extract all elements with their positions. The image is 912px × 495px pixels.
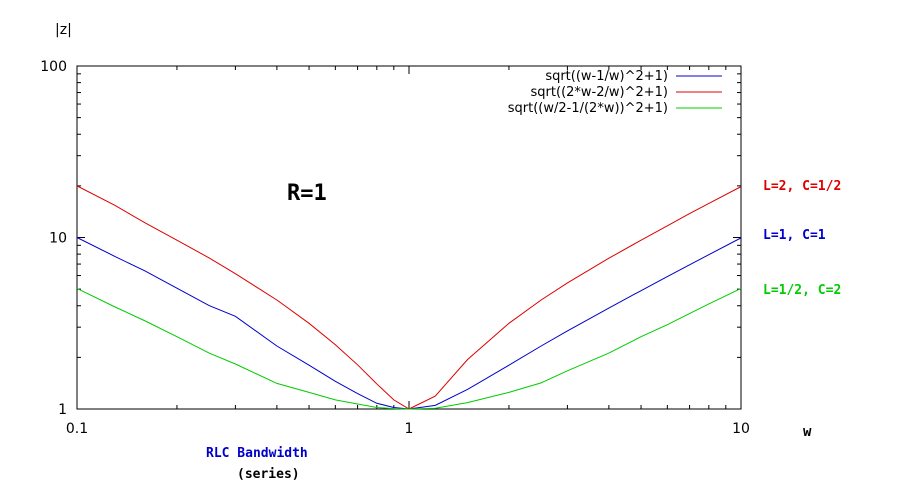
red-params-label: L=2, C=1/2 <box>763 179 841 194</box>
legend: sqrt((w-1/w)^2+1)sqrt((2*w-2/w)^2+1)sqrt… <box>508 69 722 116</box>
caption-title: RLC Bandwidth <box>206 446 308 461</box>
blue-params-label: L=1, C=1 <box>763 228 826 243</box>
y-tick-label: 10 <box>49 231 67 247</box>
x-axis-title: w <box>803 424 812 440</box>
series-line-2 <box>76 185 742 410</box>
series-lines <box>76 185 742 410</box>
series-line-3 <box>76 287 742 410</box>
y-tick-label: 1 <box>58 402 67 418</box>
legend-label-2: sqrt((2*w-2/w)^2+1) <box>531 85 668 100</box>
r-label: R=1 <box>287 181 327 206</box>
series-line-1 <box>76 237 742 410</box>
caption-subtitle: (series) <box>237 467 300 482</box>
y-axis-ticks: 1 10 100 <box>40 59 741 418</box>
y-tick-label: 100 <box>40 59 67 75</box>
plot-frame <box>76 65 742 410</box>
legend-label-1: sqrt((w-1/w)^2+1) <box>545 69 668 84</box>
x-tick-label: 10 <box>732 421 750 437</box>
legend-label-3: sqrt((w/2-1/(2*w))^2+1) <box>508 101 668 116</box>
x-axis-ticks: 0.1 1 10 <box>66 66 750 437</box>
y-axis-title: |z| <box>55 22 72 38</box>
x-tick-label: 1 <box>405 421 414 437</box>
green-params-label: L=1/2, C=2 <box>763 283 841 298</box>
x-tick-label: 0.1 <box>66 421 88 437</box>
